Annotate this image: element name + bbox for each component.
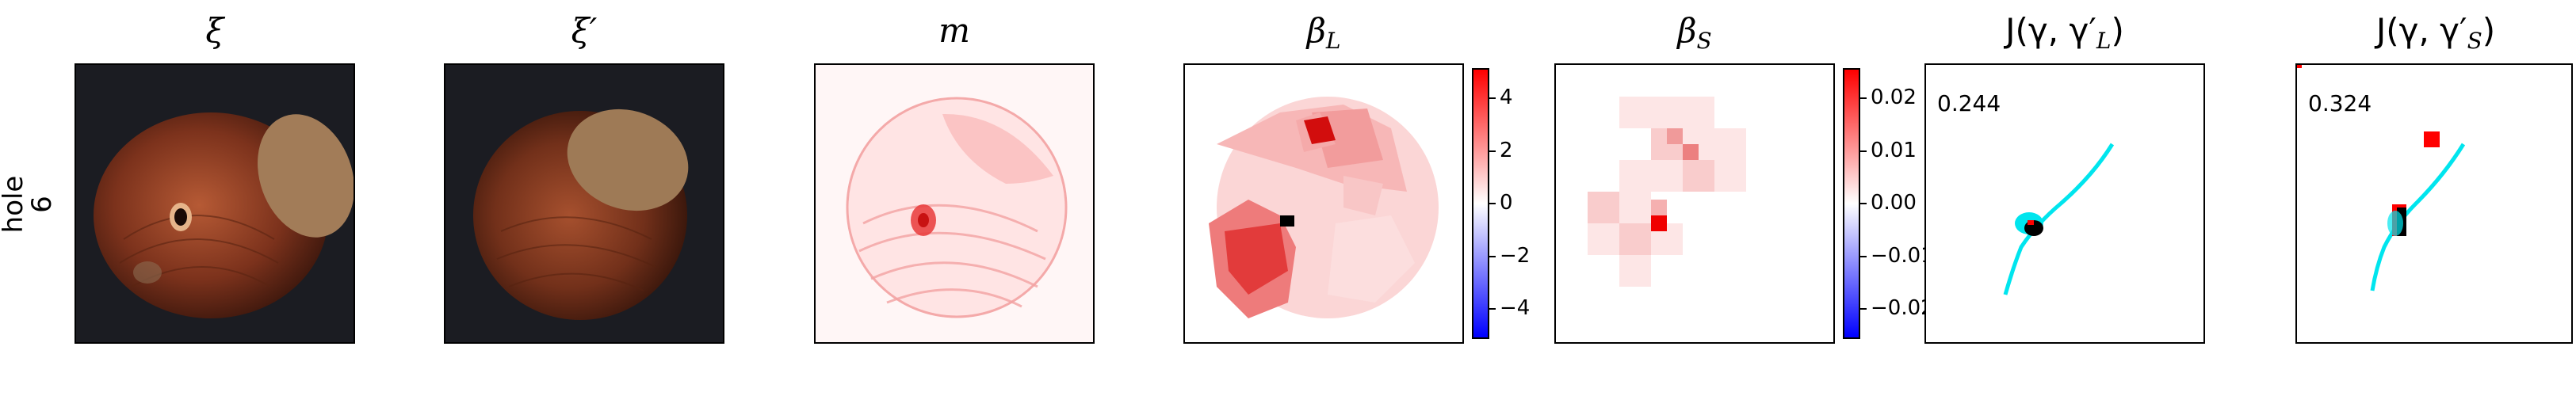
heatmap-beta-l bbox=[1183, 63, 1464, 344]
heatmap-beta-s bbox=[1554, 63, 1835, 344]
colorbar-beta-l bbox=[1472, 68, 1489, 339]
row-label-line1: hole bbox=[0, 175, 29, 234]
cbar-l-tick: 2 bbox=[1489, 139, 1513, 162]
score-j-s: 0.324 bbox=[2308, 90, 2372, 116]
cbar-s-tick: −0.01 bbox=[1859, 244, 1934, 268]
panel-title-xi-prime: ξ′ bbox=[571, 11, 598, 50]
cbar-s-tick: −0.02 bbox=[1859, 296, 1934, 320]
row-label: hole 6 bbox=[0, 145, 58, 264]
cbar-l-tick: 0 bbox=[1489, 191, 1513, 215]
image-xi-prime bbox=[444, 63, 724, 344]
overlay-j-l bbox=[1924, 63, 2205, 344]
panel-title-xi: ξ bbox=[205, 11, 224, 50]
panel-title-beta-l: βL bbox=[1306, 11, 1341, 54]
beta-s-grid bbox=[1588, 97, 1746, 287]
colorbar-beta-s bbox=[1843, 68, 1860, 339]
difference-map-m bbox=[846, 97, 1068, 318]
score-j-l: 0.244 bbox=[1937, 90, 2001, 116]
cbar-s-tick: 0.00 bbox=[1859, 191, 1917, 215]
cbar-l-tick: −4 bbox=[1488, 296, 1531, 320]
panel-title-j-l: J(γ, γ′L) bbox=[2005, 11, 2124, 54]
hazelnut-image-xi bbox=[94, 112, 354, 318]
hazelnut-image-xi-prime bbox=[473, 109, 689, 320]
cbar-s-tick: 0.02 bbox=[1859, 86, 1917, 109]
j-s-overlay bbox=[2297, 65, 2466, 291]
panel-title-beta-s: βS bbox=[1677, 11, 1712, 54]
row-label-line2: 6 bbox=[26, 196, 58, 213]
cbar-l-tick: 4 bbox=[1489, 86, 1513, 109]
j-l-overlay bbox=[2003, 143, 2115, 295]
cbar-s-tick: 0.01 bbox=[1859, 139, 1917, 162]
panel-title-m: m bbox=[938, 11, 970, 50]
image-m bbox=[814, 63, 1095, 344]
beta-l-segments bbox=[1209, 97, 1439, 318]
panel-title-j-s: J(γ, γ′S) bbox=[2375, 11, 2496, 54]
overlay-j-s bbox=[2295, 63, 2573, 344]
cbar-l-tick: −2 bbox=[1488, 244, 1531, 268]
image-xi bbox=[75, 63, 355, 344]
